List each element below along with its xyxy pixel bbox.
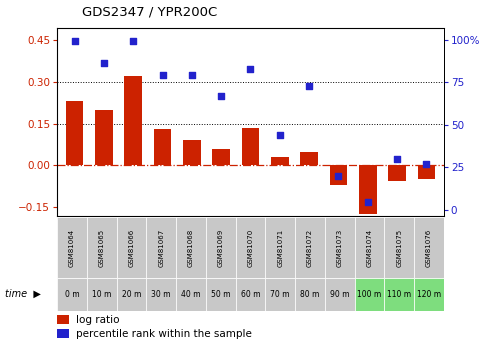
Bar [176, 217, 206, 278]
Bar [265, 217, 295, 278]
Point [393, 156, 401, 162]
Bar [87, 217, 117, 278]
Bar [154, 129, 171, 166]
Bar [236, 217, 265, 278]
Bar [183, 140, 201, 166]
Text: 120 m: 120 m [417, 289, 441, 299]
Bar [57, 217, 87, 278]
Bar [271, 157, 289, 166]
Bar [384, 278, 414, 310]
Bar [206, 217, 236, 278]
Point [423, 161, 431, 167]
Point [364, 199, 372, 204]
Bar [414, 278, 444, 310]
Point [276, 132, 284, 138]
Bar [418, 166, 435, 179]
Bar [87, 278, 117, 310]
Text: GSM81074: GSM81074 [367, 228, 372, 267]
Text: GSM81065: GSM81065 [99, 228, 105, 267]
Text: 20 m: 20 m [122, 289, 141, 299]
Text: GSM81064: GSM81064 [69, 228, 75, 267]
Text: 70 m: 70 m [270, 289, 290, 299]
Text: 40 m: 40 m [181, 289, 201, 299]
Text: 90 m: 90 m [330, 289, 350, 299]
Bar [325, 217, 355, 278]
Text: GSM81067: GSM81067 [158, 228, 164, 267]
Text: 80 m: 80 m [300, 289, 320, 299]
Bar [66, 101, 83, 166]
Point [70, 39, 78, 44]
Bar [295, 217, 325, 278]
Bar [212, 149, 230, 166]
Text: GSM81071: GSM81071 [277, 228, 283, 267]
Text: 10 m: 10 m [92, 289, 112, 299]
Text: GSM81073: GSM81073 [337, 228, 343, 267]
Bar [206, 278, 236, 310]
Point [334, 173, 342, 179]
Text: GSM81069: GSM81069 [218, 228, 224, 267]
Bar [355, 278, 384, 310]
Bar [295, 278, 325, 310]
Bar [388, 166, 406, 181]
Bar [57, 278, 87, 310]
Text: GSM81066: GSM81066 [128, 228, 134, 267]
Bar [359, 166, 376, 214]
Text: GDS2347 / YPR200C: GDS2347 / YPR200C [82, 6, 217, 19]
Text: 110 m: 110 m [387, 289, 411, 299]
Bar [176, 278, 206, 310]
Bar [57, 329, 68, 338]
Text: time  ▶: time ▶ [5, 289, 41, 299]
Point [247, 66, 254, 71]
Bar [325, 278, 355, 310]
Bar [146, 217, 176, 278]
Bar [117, 217, 146, 278]
Bar [330, 166, 347, 185]
Bar [117, 278, 146, 310]
Text: percentile rank within the sample: percentile rank within the sample [76, 329, 252, 339]
Bar [384, 217, 414, 278]
Bar [242, 128, 259, 166]
Text: 100 m: 100 m [358, 289, 381, 299]
Text: GSM81075: GSM81075 [396, 228, 402, 267]
Bar [414, 217, 444, 278]
Text: log ratio: log ratio [76, 315, 120, 325]
Text: 30 m: 30 m [151, 289, 171, 299]
Point [305, 83, 313, 88]
Text: GSM81072: GSM81072 [307, 228, 313, 267]
Text: 60 m: 60 m [241, 289, 260, 299]
Point [217, 93, 225, 99]
Text: GSM81068: GSM81068 [188, 228, 194, 267]
Text: GSM81070: GSM81070 [248, 228, 253, 267]
Bar [236, 278, 265, 310]
Point [188, 72, 196, 78]
Bar [57, 315, 68, 324]
Text: 0 m: 0 m [64, 289, 79, 299]
Point [159, 72, 167, 78]
Text: GSM81076: GSM81076 [426, 228, 432, 267]
Bar [355, 217, 384, 278]
Point [100, 61, 108, 66]
Text: 50 m: 50 m [211, 289, 231, 299]
Bar [300, 151, 318, 166]
Bar [124, 76, 142, 166]
Point [129, 39, 137, 44]
Bar [265, 278, 295, 310]
Bar [146, 278, 176, 310]
Bar [95, 110, 113, 166]
